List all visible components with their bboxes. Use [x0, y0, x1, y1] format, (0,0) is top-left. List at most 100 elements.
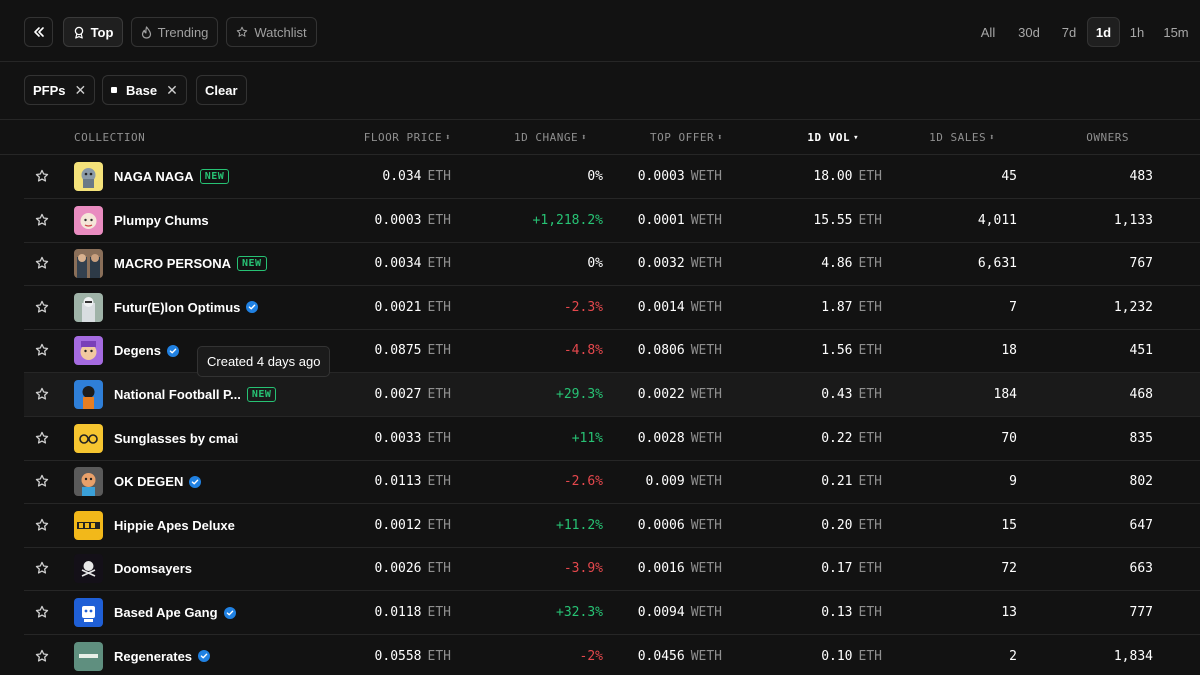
sales-cell: 70 — [1001, 430, 1017, 446]
change-cell: +32.3% — [556, 605, 603, 620]
header-collection[interactable]: COLLECTION — [74, 131, 146, 144]
collection-name[interactable]: Hippie Apes Deluxe — [114, 518, 235, 533]
watchlist-star-icon[interactable] — [35, 649, 49, 663]
watchlist-star-icon[interactable] — [35, 169, 49, 183]
table-row[interactable]: Doomsayers 0.0026 ETH -3.9% 0.0016 WETH 0.17 ET… — [24, 547, 1200, 592]
close-icon[interactable]: ✕ — [74, 82, 87, 98]
time-tab-30d[interactable]: 30d — [1018, 24, 1040, 40]
time-tab-15m[interactable]: 15m — [1163, 24, 1189, 40]
verified-badge-icon — [189, 475, 202, 488]
collection-name[interactable]: OK DEGEN — [114, 474, 202, 489]
floor-price-cell: 0.0021 ETH — [374, 299, 451, 315]
watchlist-star-icon[interactable] — [35, 605, 49, 619]
collection-name-text: Sunglasses by cmai — [114, 430, 239, 446]
collection-avatar[interactable] — [74, 205, 103, 235]
collection-avatar[interactable] — [74, 380, 103, 409]
top-offer-cell: 0.0806 WETH — [637, 343, 722, 359]
collection-name[interactable]: Degens — [114, 343, 179, 358]
collapse-sidebar-button[interactable] — [24, 17, 53, 47]
change-cell: +11% — [571, 430, 603, 446]
table-row[interactable]: Based Ape Gang 0.0118 ETH +32.3% 0.0094 WETH 0… — [24, 591, 1200, 635]
collection-avatar[interactable] — [74, 598, 103, 627]
header-1d-vol[interactable]: 1D VOL ▾ — [807, 131, 859, 144]
collection-name[interactable]: Futur(E)lon Optimus — [114, 300, 259, 315]
table-row[interactable]: NAGA NAGA NEW 0.034 ETH 0% 0.0003 WETH 18.00 ETH… — [24, 155, 1200, 199]
table-row[interactable]: Futur(E)lon Optimus 0.0021 ETH -2.3% 0.0014 W… — [24, 286, 1200, 330]
table-row[interactable]: Plumpy Chums 0.0003 ETH +1,218.2% 0.0001 WETH… — [24, 199, 1200, 243]
floor-price-cell: 0.0113 ETH — [374, 474, 451, 490]
top-offer-cell: 0.0094 WETH — [637, 605, 722, 620]
collection-name[interactable]: National Football P... NEW — [114, 387, 277, 402]
table-row[interactable]: Degens 0.0875 ETH -4.8% 0.0806 WETH 1.56 ETH 18 4… — [24, 329, 1200, 374]
header-top-offer[interactable]: TOP OFFER ⬍ — [649, 131, 723, 144]
collection-name[interactable]: Doomsayers — [114, 561, 192, 576]
collection-name[interactable]: Based Ape Gang — [114, 605, 236, 620]
clear-filters-button[interactable]: Clear — [196, 75, 247, 105]
time-tab-1d[interactable]: 1d — [1087, 17, 1120, 47]
filter-chip-pfps[interactable]: PFPs ✕ — [24, 75, 96, 105]
filter-chip-base[interactable]: Base ✕ — [102, 75, 187, 105]
table-row[interactable]: MACRO PERSONA NEW 0.0034 ETH 0% 0.0032 WETH 4.8… — [24, 242, 1200, 287]
owners-cell: 835 — [1129, 430, 1153, 446]
watchlist-star-icon[interactable] — [35, 518, 49, 532]
collection-avatar[interactable] — [74, 510, 103, 540]
tab-watchlist[interactable]: Watchlist — [226, 17, 317, 47]
volume-cell: 0.20 ETH — [821, 517, 882, 533]
owners-cell: 451 — [1129, 343, 1153, 359]
collection-avatar[interactable] — [74, 162, 103, 191]
table-row[interactable]: OK DEGEN 0.0113 ETH -2.6% 0.009 WETH 0.21 ETH 9 8… — [24, 460, 1200, 505]
collection-avatar[interactable] — [74, 423, 103, 453]
watchlist-star-icon[interactable] — [35, 343, 49, 357]
time-tab-all[interactable]: All — [980, 24, 996, 40]
owners-cell: 663 — [1129, 561, 1153, 577]
sort-icon: ⬍ — [989, 133, 995, 143]
header-owners[interactable]: OWNERS — [1086, 131, 1129, 144]
verified-badge-icon — [198, 650, 211, 663]
table-row[interactable]: Regenerates 0.0558 ETH -2% 0.0456 WETH 0.10 ETH… — [24, 635, 1200, 675]
floor-price-cell: 0.0558 ETH — [374, 648, 451, 664]
change-cell: -2% — [579, 648, 603, 664]
new-badge: NEW — [199, 169, 230, 184]
collection-avatar[interactable] — [74, 336, 103, 366]
filter-chip-label: PFPs — [33, 82, 66, 98]
clear-filters-label: Clear — [205, 82, 238, 98]
watchlist-star-icon[interactable] — [35, 256, 49, 270]
owners-cell: 1,133 — [1113, 212, 1153, 228]
collection-avatar[interactable] — [74, 554, 103, 584]
table-row[interactable]: National Football P... NEW 0.0027 ETH +29.3%… — [24, 373, 1200, 417]
tab-trending[interactable]: Trending — [131, 17, 218, 47]
collection-name[interactable]: MACRO PERSONA NEW — [114, 256, 267, 272]
watchlist-star-icon[interactable] — [35, 300, 49, 314]
change-cell: +1,218.2% — [532, 212, 603, 228]
created-tooltip: Created 4 days ago — [197, 346, 331, 377]
watchlist-star-icon[interactable] — [35, 387, 49, 401]
collection-name-text: Doomsayers — [114, 561, 193, 577]
tab-top[interactable]: Top — [63, 17, 123, 47]
collection-avatar[interactable] — [74, 249, 103, 279]
collection-avatar[interactable] — [74, 467, 103, 497]
collection-name[interactable]: Sunglasses by cmai — [114, 431, 238, 446]
change-cell: -3.9% — [563, 561, 603, 577]
collection-name[interactable]: Plumpy Chums — [114, 213, 209, 228]
tab-top-label: Top — [90, 24, 114, 40]
close-icon[interactable]: ✕ — [166, 82, 178, 98]
collection-name-text: Degens — [114, 343, 161, 359]
collection-name[interactable]: Regenerates — [114, 649, 211, 664]
table-row[interactable]: Sunglasses by cmai 0.0033 ETH +11% 0.0028 WET… — [24, 417, 1200, 461]
header-floor-price[interactable]: FLOOR PRICE ⬍ — [363, 131, 451, 144]
table-row[interactable]: Hippie Apes Deluxe 0.0012 ETH +11.2% 0.0006 W… — [24, 504, 1200, 548]
header-1d-change[interactable]: 1D CHANGE ⬍ — [513, 131, 587, 144]
time-tab-7d[interactable]: 7d — [1061, 24, 1077, 40]
collection-avatar[interactable] — [74, 292, 103, 322]
time-tab-1h[interactable]: 1h — [1129, 24, 1145, 40]
change-cell: 0% — [587, 256, 603, 272]
watchlist-star-icon[interactable] — [35, 561, 49, 575]
collection-name[interactable]: NAGA NAGA NEW — [114, 169, 230, 184]
header-1d-sales[interactable]: 1D SALES ⬍ — [929, 131, 995, 144]
volume-cell: 0.21 ETH — [821, 474, 882, 490]
watchlist-star-icon[interactable] — [35, 431, 49, 445]
watchlist-star-icon[interactable] — [35, 474, 49, 488]
watchlist-star-icon[interactable] — [35, 213, 49, 227]
collection-avatar[interactable] — [74, 641, 103, 671]
top-offer-cell: 0.0006 WETH — [637, 517, 722, 533]
